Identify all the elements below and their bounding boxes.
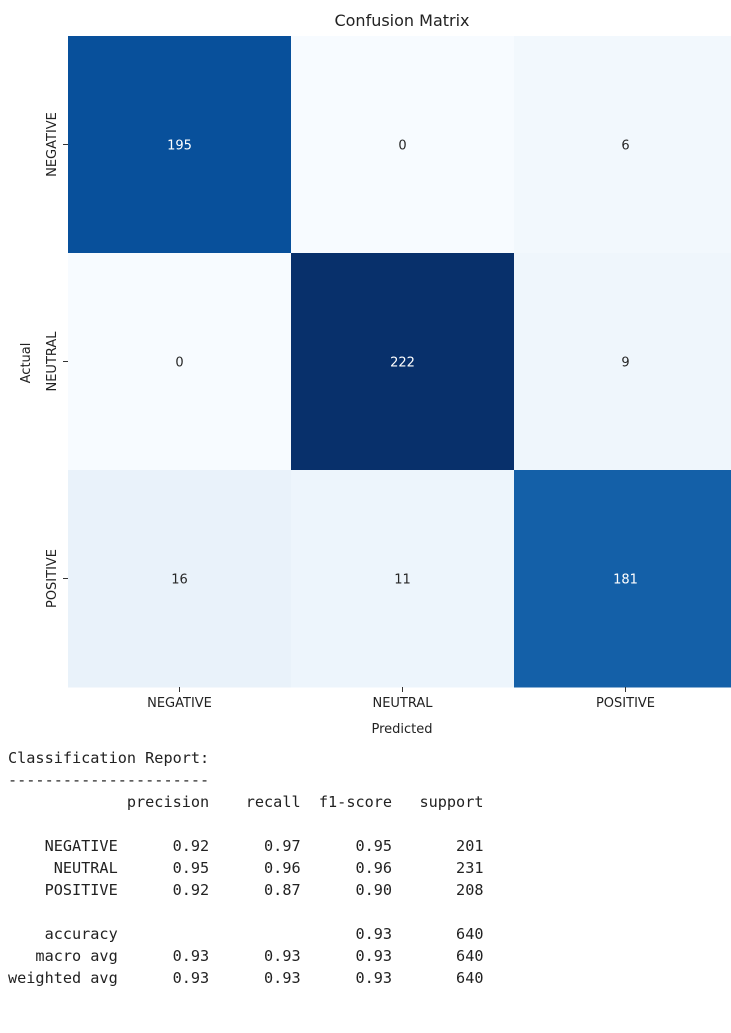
report-row-negative: NEGATIVE 0.92 0.97 0.95 201 — [8, 837, 484, 855]
cell-value-label: 0 — [398, 139, 406, 154]
heatmap-cell — [514, 36, 731, 254]
y-axis-label: Actual — [19, 343, 34, 384]
confusion-matrix-chart: Confusion Matrix 195 0 6 0 222 9 16 11 181 NEGAT… — [19, 11, 731, 737]
heatmap-cell — [291, 253, 515, 471]
y-tick-label: NEGATIVE — [45, 112, 60, 177]
heatmap-cell — [514, 470, 731, 688]
x-tick-label: NEGATIVE — [147, 696, 212, 711]
classification-report: Classification Report: -----------------… — [8, 747, 483, 989]
heatmap-axes: NEGATIVE NEUTRAL POSITIVE NEGATIVE NEUTRAL PO… — [45, 112, 655, 711]
y-tick-label: POSITIVE — [45, 549, 60, 608]
cell-value-label: 222 — [390, 356, 415, 371]
cell-value-label: 16 — [171, 573, 188, 588]
x-tick-label: POSITIVE — [596, 696, 655, 711]
heatmap-cells: 195 0 6 0 222 9 16 11 181 — [68, 36, 731, 688]
heatmap-cell — [68, 470, 292, 688]
cell-value-label: 0 — [175, 356, 183, 371]
cell-value-label: 6 — [621, 139, 629, 154]
report-title: Classification Report: — [8, 749, 210, 767]
report-row-weighted-avg: weighted avg 0.93 0.93 0.93 640 — [8, 969, 484, 987]
cell-value-label: 181 — [613, 573, 638, 588]
heatmap-cell — [514, 253, 731, 471]
report-row-positive: POSITIVE 0.92 0.87 0.90 208 — [8, 881, 484, 899]
heatmap-cell — [68, 36, 292, 254]
cell-value-label: 195 — [167, 139, 192, 154]
y-tick-label: NEUTRAL — [45, 331, 60, 392]
x-tick-label: NEUTRAL — [372, 696, 433, 711]
report-row-accuracy: accuracy 0.93 640 — [8, 925, 484, 943]
report-row-neutral: NEUTRAL 0.95 0.96 0.96 231 — [8, 859, 484, 877]
report-header: precision recall f1-score support — [117, 793, 484, 811]
cell-value-label: 9 — [621, 356, 629, 371]
heatmap-cell — [291, 36, 515, 254]
report-row-macro-avg: macro avg 0.93 0.93 0.93 640 — [8, 947, 484, 965]
cell-value-label: 11 — [394, 573, 411, 588]
x-axis-label: Predicted — [371, 722, 432, 737]
heatmap-cell — [68, 253, 292, 471]
chart-title: Confusion Matrix — [334, 11, 469, 30]
report-divider: ---------------------- — [8, 771, 210, 789]
heatmap-cell — [291, 470, 515, 688]
